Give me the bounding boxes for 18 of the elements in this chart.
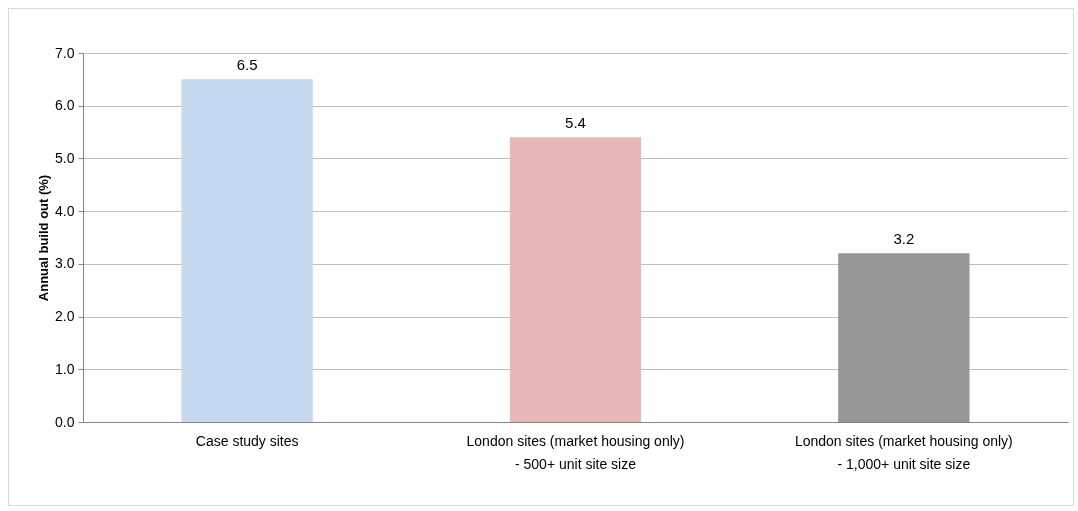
x-tick-label: Case study sites: [195, 432, 299, 449]
bar: [509, 137, 642, 422]
x-tick-label: London sites (market housing only) - 500+ unit site size: [466, 432, 685, 472]
data-label: 5.4: [565, 114, 586, 132]
y-tick-label: 0.0: [55, 413, 75, 430]
y-tick-label: 1.0: [55, 360, 75, 377]
y-tick-label: 7.0: [55, 44, 75, 61]
y-tick-label: 6.0: [55, 97, 75, 114]
y-axis-title: Annual build out (%): [36, 174, 52, 302]
bar: [838, 253, 970, 422]
y-tick-label: 3.0: [55, 255, 75, 272]
y-tick-label: 5.0: [55, 149, 75, 166]
y-tick-label: 2.0: [55, 308, 75, 325]
x-tick-label: London sites (market housing only) - 1,000+ unit site size: [794, 432, 1013, 472]
bar: [181, 79, 313, 422]
data-label: 6.5: [236, 56, 258, 74]
data-label: 3.2: [893, 230, 915, 248]
y-tick-label: 4.0: [55, 202, 75, 219]
